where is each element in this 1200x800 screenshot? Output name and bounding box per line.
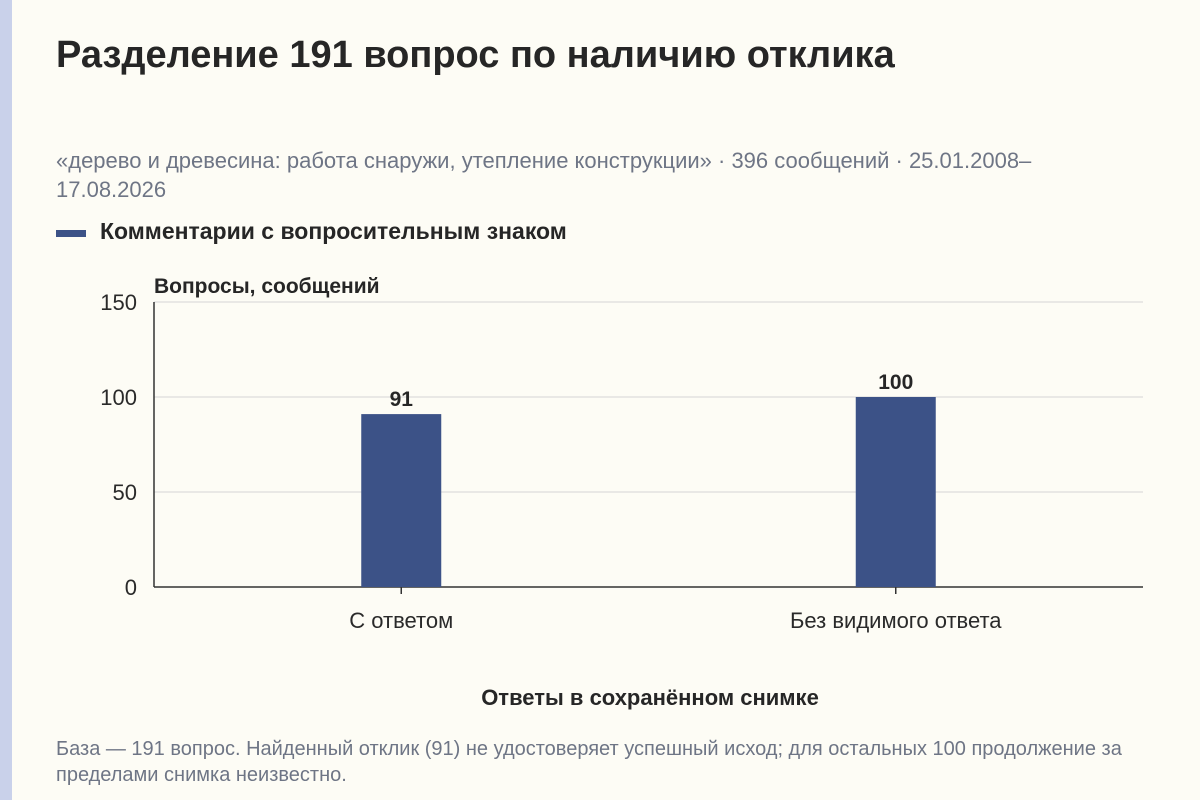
legend-swatch [56, 230, 86, 237]
legend: Комментарии с вопросительным знаком [56, 218, 567, 245]
x-axis-label: Ответы в сохранённом снимке [0, 685, 1200, 711]
bar-data-label: 91 [390, 388, 414, 411]
bar [855, 397, 936, 587]
x-tick-label: Без видимого ответа [790, 608, 1002, 633]
y-tick-label: 100 [100, 385, 137, 410]
left-accent-strip [0, 0, 12, 800]
footnote: База — 191 вопрос. Найденный отклик (91)… [56, 738, 1122, 786]
bar [361, 414, 442, 587]
bar-data-label: 100 [878, 371, 913, 394]
legend-label: Комментарии с вопросительным знаком [100, 218, 567, 244]
chart-title: Разделение 191 вопрос по наличию отклика [56, 34, 895, 76]
x-axis-label-text: Ответы в сохранённом снимке [481, 685, 819, 710]
y-axis-label: Вопросы, сообщений [154, 275, 380, 298]
chart-subtitle: «дерево и древесина: работа снаружи, уте… [56, 148, 1032, 202]
x-tick-label: С ответом [349, 608, 453, 633]
y-tick-label: 0 [125, 575, 137, 600]
y-tick-label: 150 [100, 290, 137, 315]
y-tick-label: 50 [113, 480, 137, 505]
